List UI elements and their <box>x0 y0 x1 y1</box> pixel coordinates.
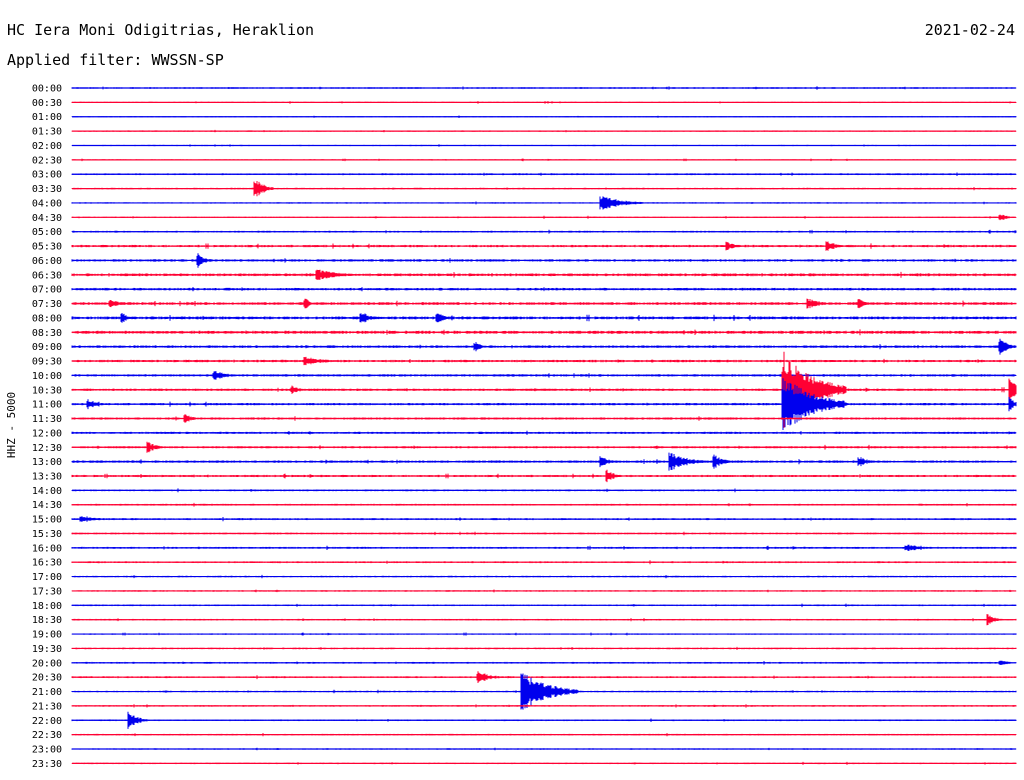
row-time-label: 08:30 <box>32 328 62 339</box>
row-time-label: 13:00 <box>32 457 62 468</box>
row-time-label: 11:00 <box>32 400 62 411</box>
row-time-label: 17:00 <box>32 572 62 583</box>
row-time-label: 04:30 <box>32 213 62 224</box>
row-time-label: 14:00 <box>32 486 62 497</box>
row-time-label: 03:30 <box>32 184 62 195</box>
row-time-label: 00:00 <box>32 84 62 95</box>
row-time-label: 16:00 <box>32 543 62 554</box>
row-time-label: 12:30 <box>32 443 62 454</box>
row-time-label: 15:00 <box>32 515 62 526</box>
row-time-label: 17:30 <box>32 586 62 597</box>
row-time-label: 19:30 <box>32 644 62 655</box>
row-time-label: 12:00 <box>32 428 62 439</box>
row-time-label: 03:00 <box>32 170 62 181</box>
row-time-label: 22:00 <box>32 716 62 727</box>
row-time-label: 21:00 <box>32 687 62 698</box>
row-time-label: 10:30 <box>32 385 62 396</box>
row-time-label: 18:00 <box>32 601 62 612</box>
row-time-label: 08:00 <box>32 313 62 324</box>
row-time-label: 01:30 <box>32 127 62 138</box>
row-time-label: 20:30 <box>32 673 62 684</box>
row-time-label: 02:00 <box>32 141 62 152</box>
row-time-label: 11:30 <box>32 414 62 425</box>
row-time-label: 21:30 <box>32 701 62 712</box>
y-axis-label: HHZ - 5000 <box>5 392 18 458</box>
row-time-label: 16:30 <box>32 558 62 569</box>
filter-label: Applied filter: WWSSN-SP <box>7 51 224 69</box>
row-time-label: 00:30 <box>32 98 62 109</box>
row-time-label: 10:00 <box>32 371 62 382</box>
row-time-label: 09:30 <box>32 357 62 368</box>
row-time-label: 02:30 <box>32 155 62 166</box>
row-time-label: 05:30 <box>32 242 62 253</box>
row-time-label: 09:00 <box>32 342 62 353</box>
row-time-label: 22:30 <box>32 730 62 741</box>
row-time-label: 05:00 <box>32 227 62 238</box>
station-title: HC Iera Moni Odigitrias, Heraklion <box>7 21 315 39</box>
date-label: 2021-02-24 <box>924 21 1015 39</box>
row-time-label: 06:30 <box>32 270 62 281</box>
row-time-label: 06:00 <box>32 256 62 267</box>
row-time-label: 01:00 <box>32 112 62 123</box>
row-time-label: 23:00 <box>32 745 62 756</box>
row-time-label: 07:00 <box>32 285 62 296</box>
row-time-label: 13:30 <box>32 471 62 482</box>
row-time-label: 04:00 <box>32 198 62 209</box>
row-time-label: 20:00 <box>32 658 62 669</box>
row-time-label: 18:30 <box>32 615 62 626</box>
row-time-label: 07:30 <box>32 299 62 310</box>
row-time-label: 14:30 <box>32 500 62 511</box>
row-time-label: 19:00 <box>32 630 62 641</box>
row-time-label: 15:30 <box>32 529 62 540</box>
row-time-label: 23:30 <box>32 759 62 770</box>
